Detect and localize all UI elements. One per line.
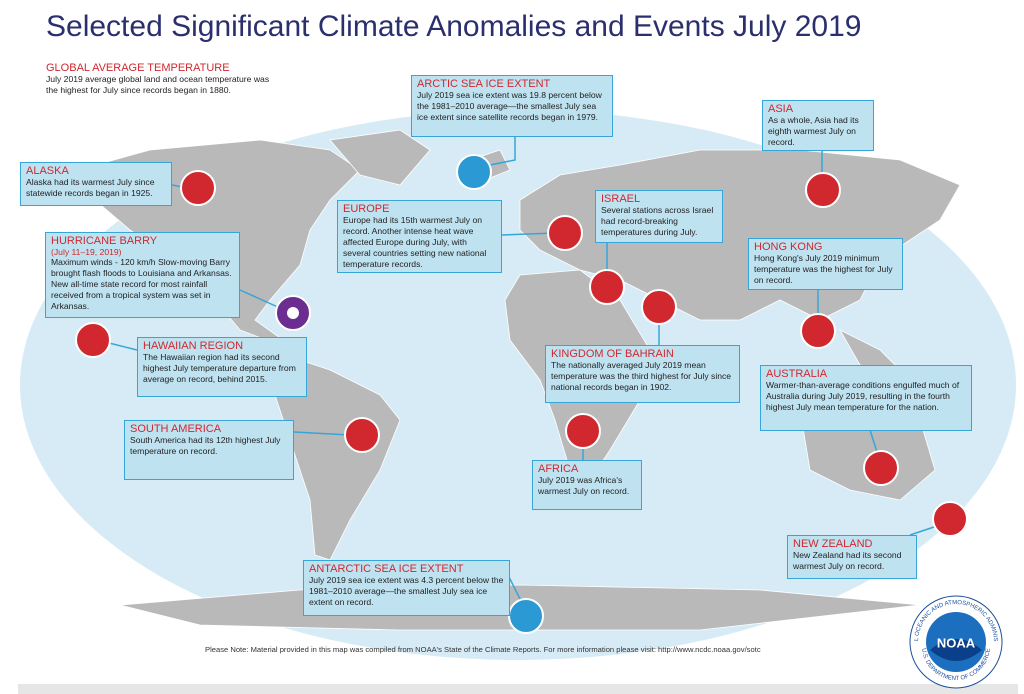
callout-text: July 2019 was Africa's warmest July on r… <box>538 475 630 496</box>
callout-text: Warmer-than-average conditions engulfed … <box>766 380 960 412</box>
callout-box: AFRICA July 2019 was Africa's warmest Jul… <box>532 460 642 510</box>
callout-box: EUROPE Europe had its 15th warmest July o… <box>337 200 502 273</box>
callout-text: The Hawaiian region had its second highe… <box>143 352 296 384</box>
callout-box: KINGDOM OF BAHRAIN The nationally average… <box>545 345 740 403</box>
callout-heading: SOUTH AMERICA <box>130 423 222 435</box>
callout-text: Alaska had its warmest July since statew… <box>26 177 155 198</box>
callout-box: ARCTIC SEA ICE EXTENT July 2019 sea ice e… <box>411 75 613 137</box>
callout-heading: HAWAIIAN REGION <box>143 340 244 352</box>
callout-box: HONG KONG Hong Kong's July 2019 minimum t… <box>748 238 903 290</box>
noaa-logo: NATIONAL OCEANIC AND ATMOSPHERIC ADMINIS… <box>908 594 1003 689</box>
callout-heading: ASIA <box>768 103 794 115</box>
callout-box: ANTARCTIC SEA ICE EXTENT July 2019 sea ic… <box>303 560 510 616</box>
global-text: July 2019 average global land and ocean … <box>46 74 270 95</box>
footer-bar <box>18 684 1018 694</box>
callout-heading: ALASKA <box>26 165 69 177</box>
callout-text: Maximum winds - 120 km/h Slow-moving Bar… <box>51 257 232 311</box>
callout-heading: HURRICANE BARRY <box>51 235 158 247</box>
callout-box: HAWAIIAN REGION The Hawaiian region had i… <box>137 337 307 397</box>
callout-box: SOUTH AMERICA South America had its 12th … <box>124 420 294 480</box>
callout-box: AUSTRALIA Warmer-than-average conditions … <box>760 365 972 431</box>
callout-subheading: (July 11–19, 2019) <box>51 247 122 257</box>
callout-text: New Zealand had its second warmest July … <box>793 550 902 571</box>
callout-heading: KINGDOM OF BAHRAIN <box>551 348 674 360</box>
footnote: Please Note: Material provided in this m… <box>205 645 761 654</box>
callout-box: ISRAEL Several stations across Israel had… <box>595 190 723 243</box>
callout-heading: AUSTRALIA <box>766 368 828 380</box>
callout-heading: ANTARCTIC SEA ICE EXTENT <box>309 563 464 575</box>
global-summary: GLOBAL AVERAGE TEMPERATURE July 2019 ave… <box>46 62 276 96</box>
callout-heading: ARCTIC SEA ICE EXTENT <box>417 78 551 90</box>
callout-heading: HONG KONG <box>754 241 823 253</box>
callout-box: HURRICANE BARRY (July 11–19, 2019) Maximum… <box>45 232 240 318</box>
callout-text: South America had its 12th highest July … <box>130 435 281 456</box>
callout-box: ASIA As a whole, Asia had its eighth warm… <box>762 100 874 151</box>
callout-text: Europe had its 15th warmest July on reco… <box>343 215 487 269</box>
callout-box: NEW ZEALAND New Zealand had its second wa… <box>787 535 917 579</box>
callout-text: July 2019 sea ice extent was 19.8 percen… <box>417 90 602 122</box>
callout-text: July 2019 sea ice extent was 4.3 percent… <box>309 575 504 607</box>
page-title: Selected Significant Climate Anomalies a… <box>46 10 862 43</box>
callout-text: Several stations across Israel had recor… <box>601 205 714 237</box>
callout-text: Hong Kong's July 2019 minimum temperatur… <box>754 253 893 285</box>
callout-text: The nationally averaged July 2019 mean t… <box>551 360 732 392</box>
callout-heading: AFRICA <box>538 463 579 475</box>
markers <box>75 154 968 634</box>
global-heading: GLOBAL AVERAGE TEMPERATURE <box>46 62 230 74</box>
callout-heading: EUROPE <box>343 203 390 215</box>
callout-text: As a whole, Asia had its eighth warmest … <box>768 115 859 147</box>
callout-heading: ISRAEL <box>601 193 641 205</box>
logo-name: NOAA <box>937 635 976 650</box>
callout-heading: NEW ZEALAND <box>793 538 873 550</box>
callout-box: ALASKA Alaska had its warmest July since … <box>20 162 172 206</box>
